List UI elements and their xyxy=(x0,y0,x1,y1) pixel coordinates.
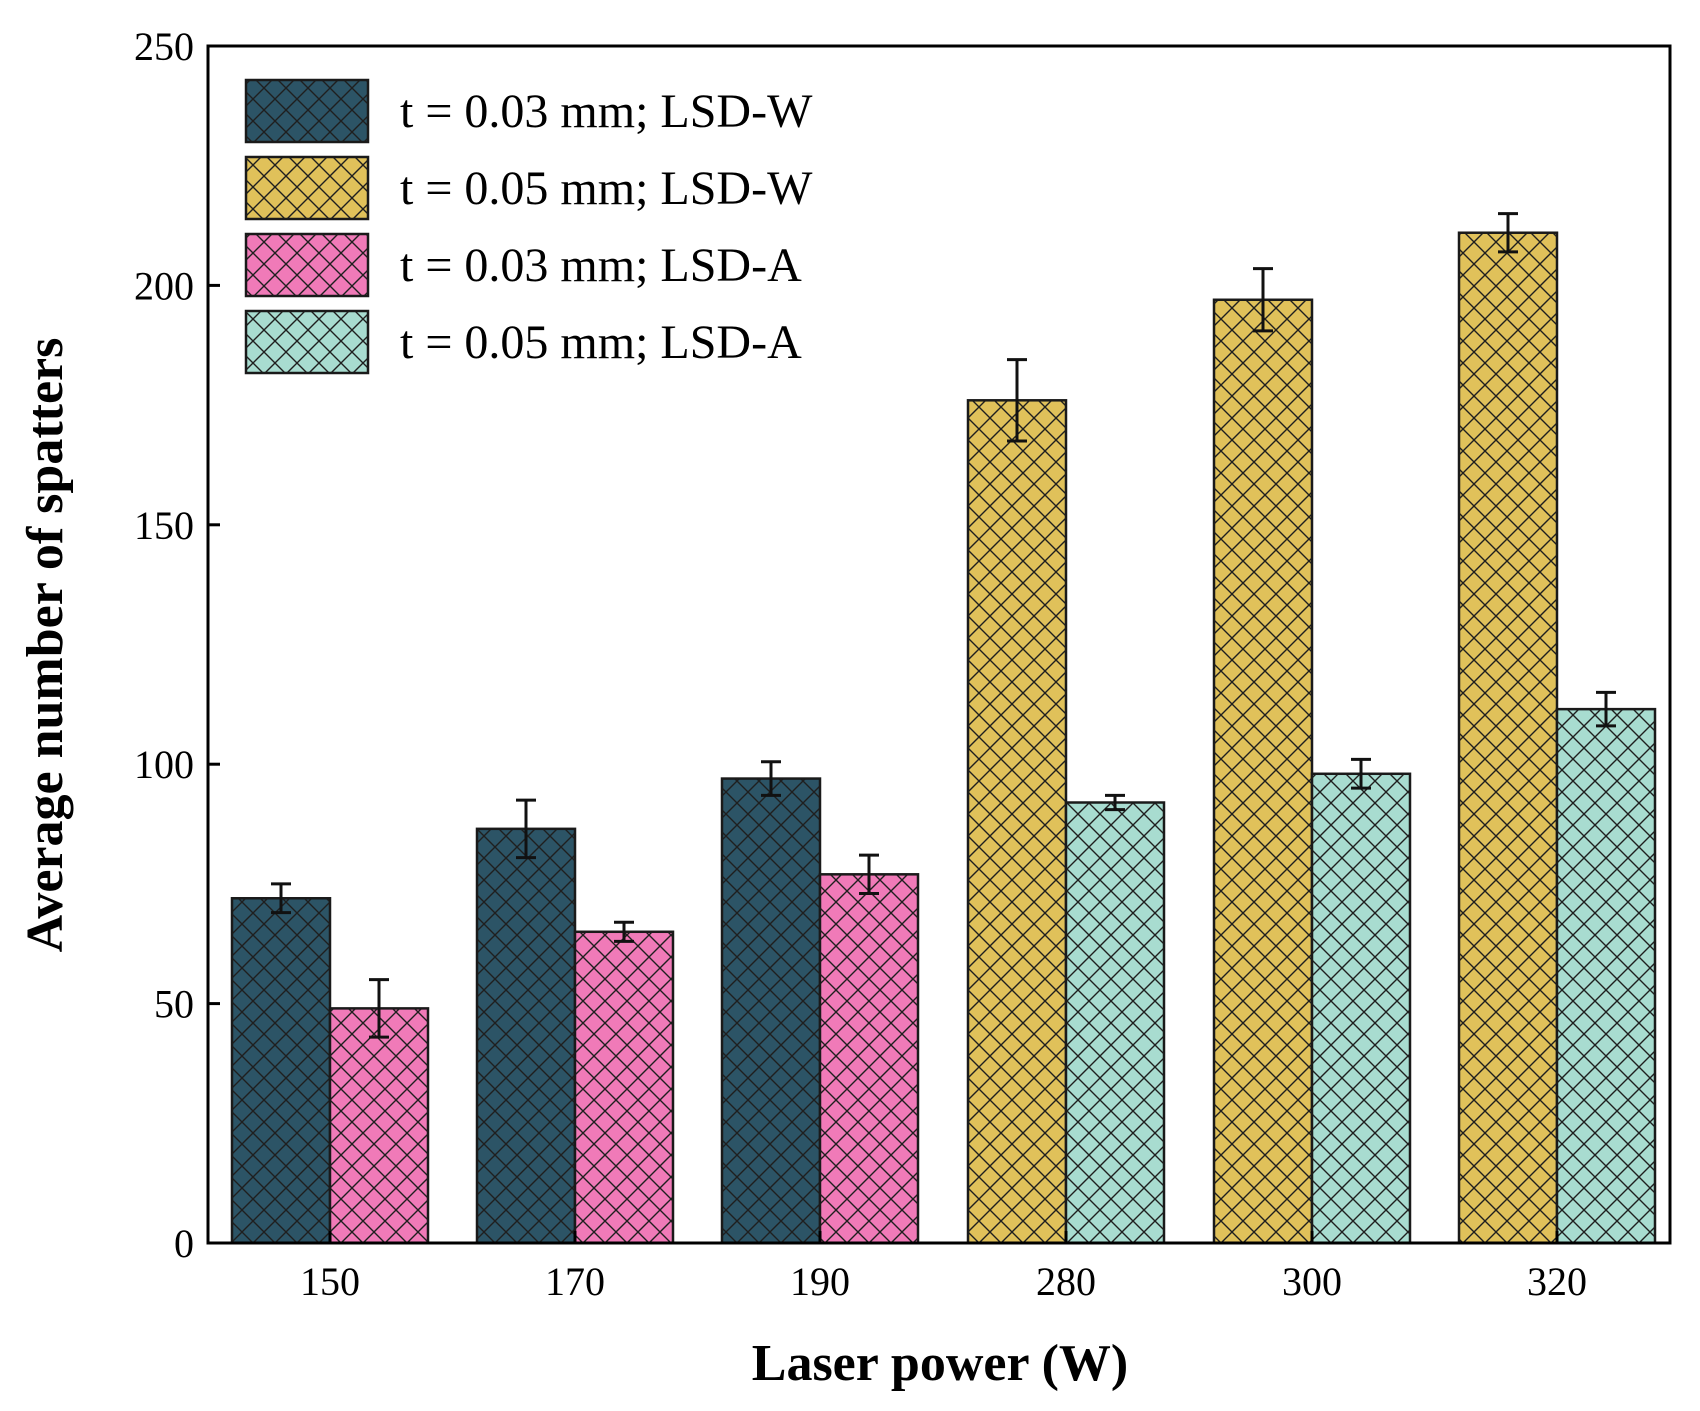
y-tick-label: 50 xyxy=(154,982,194,1027)
bar-320-t-0-05-mm-lsd-w xyxy=(1457,231,1559,1245)
x-tick-label: 170 xyxy=(545,1259,605,1304)
legend-item: t = 0.05 mm; LSD-A xyxy=(244,309,802,375)
bar-150-t-0-03-mm-lsd-w xyxy=(230,897,332,1245)
error-bar xyxy=(1253,267,1273,333)
error-bar xyxy=(761,760,781,797)
y-axis-title: Average number of spatters xyxy=(17,338,74,953)
error-bar xyxy=(369,978,389,1039)
y-tick-label: 200 xyxy=(134,263,194,308)
bar-300-t-0-05-mm-lsd-a xyxy=(1310,772,1412,1245)
bar-320-t-0-05-mm-lsd-a xyxy=(1555,707,1657,1245)
bar-170-t-0-03-mm-lsd-a xyxy=(573,930,675,1245)
error-bar xyxy=(614,920,634,943)
bars-layer xyxy=(230,231,1657,1245)
x-axis-title: Laser power (W) xyxy=(752,1335,1128,1392)
legend-label: t = 0.05 mm; LSD-A xyxy=(400,316,802,369)
legend-swatch xyxy=(244,78,370,144)
bar-280-t-0-05-mm-lsd-w xyxy=(966,399,1068,1245)
legend-item: t = 0.03 mm; LSD-A xyxy=(244,232,802,298)
bar-300-t-0-05-mm-lsd-w xyxy=(1212,298,1314,1245)
legend-item: t = 0.05 mm; LSD-W xyxy=(244,155,813,221)
bar-190-t-0-03-mm-lsd-a xyxy=(818,873,920,1245)
legend-label: t = 0.03 mm; LSD-A xyxy=(400,239,802,292)
legend: t = 0.03 mm; LSD-W t = 0.05 mm; LSD-W t = … xyxy=(244,78,813,375)
y-tick-label: 150 xyxy=(134,503,194,548)
error-bars-layer xyxy=(271,212,1616,1039)
bar-170-t-0-03-mm-lsd-w xyxy=(475,827,577,1245)
x-tick-label: 300 xyxy=(1282,1259,1342,1304)
legend-swatch xyxy=(244,309,370,375)
x-tick-label: 280 xyxy=(1036,1259,1096,1304)
plot-frame xyxy=(206,44,1672,1245)
y-tick-label: 100 xyxy=(134,742,194,787)
legend-label: t = 0.05 mm; LSD-W xyxy=(400,162,813,215)
legend-label: t = 0.03 mm; LSD-W xyxy=(400,85,813,138)
y-tick-label: 0 xyxy=(174,1221,194,1266)
x-tick-label: 150 xyxy=(300,1259,360,1304)
legend-swatch xyxy=(244,232,370,298)
error-bar xyxy=(271,882,291,915)
y-axis: 0 50 100 150 200 250 xyxy=(134,24,220,1266)
bar-280-t-0-05-mm-lsd-a xyxy=(1064,801,1166,1245)
error-bar xyxy=(1007,358,1027,443)
x-tick-label: 320 xyxy=(1527,1259,1587,1304)
error-bar xyxy=(1596,690,1616,728)
error-bar xyxy=(859,853,879,895)
legend-item: t = 0.03 mm; LSD-W xyxy=(244,78,813,144)
legend-swatch xyxy=(244,155,370,221)
bar-190-t-0-03-mm-lsd-w xyxy=(720,777,822,1245)
y-tick-label: 250 xyxy=(134,24,194,69)
bar-150-t-0-03-mm-lsd-a xyxy=(328,1007,430,1245)
error-bar xyxy=(1105,793,1125,812)
error-bar xyxy=(1498,212,1518,254)
x-tick-label: 190 xyxy=(790,1259,850,1304)
error-bar xyxy=(516,798,536,860)
x-axis: 150 170 190 280 300 320 xyxy=(300,1231,1587,1304)
error-bar xyxy=(1351,757,1371,790)
